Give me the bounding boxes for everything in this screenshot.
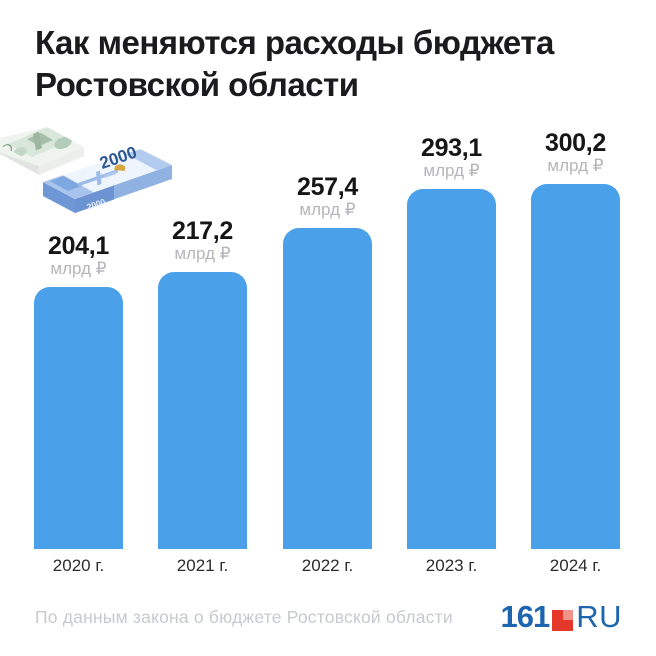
logo-161ru: 161 RU <box>500 599 622 634</box>
axis-label-2021: 2021 г. <box>176 556 229 575</box>
bar-value-label: 293,1 <box>420 134 483 162</box>
page-title-line2: Ростовской области <box>35 66 359 103</box>
axis-label-2020: 2020 г. <box>52 556 105 575</box>
bar-unit-label: млрд ₽ <box>174 244 231 263</box>
bar-column-2021: 217,2 млрд ₽ 2021 г. <box>158 130 247 576</box>
bar-unit-label: млрд ₽ <box>423 161 480 180</box>
bar-2021 <box>158 272 247 549</box>
bar-2023 <box>407 189 496 549</box>
logo-ru-text: RU <box>576 599 622 634</box>
bar-2024 <box>531 184 620 550</box>
source-note: По данным закона о бюджете Ростовской об… <box>35 607 453 627</box>
axis-label-2023: 2023 г. <box>425 556 478 575</box>
bar-value-label: 204,1 <box>47 232 110 260</box>
bar-unit-label: млрд ₽ <box>50 259 107 278</box>
green-banknote-icon <box>0 127 84 175</box>
bar-value-label: 300,2 <box>544 129 607 157</box>
axis-label-2024: 2024 г. <box>549 556 602 575</box>
bar-2020 <box>34 287 123 549</box>
bar-column-2020: 204,1 млрд ₽ 2020 г. <box>34 130 123 576</box>
bar-unit-label: млрд ₽ <box>547 156 604 175</box>
banknotes-illustration: 2000 2000 <box>0 127 172 213</box>
axis-label-2022: 2022 г. <box>301 556 354 575</box>
bar-unit-label: млрд ₽ <box>299 200 356 219</box>
bar-value-label: 257,4 <box>296 173 359 201</box>
page-title-line1: Как меняются расходы бюджета <box>35 24 554 61</box>
bar-column-2023: 293,1 млрд ₽ 2023 г. <box>407 130 496 576</box>
logo-161-text: 161 <box>500 599 550 634</box>
logo-red-square-icon <box>552 609 574 631</box>
bar-2022 <box>283 228 372 549</box>
bar-value-label: 217,2 <box>171 217 234 245</box>
page-title: Как меняются расходы бюджета Ростовской … <box>35 22 554 106</box>
bar-column-2024: 300,2 млрд ₽ 2024 г. <box>531 130 620 576</box>
bar-column-2022: 257,4 млрд ₽ 2022 г. <box>283 130 372 576</box>
blue-banknote-icon: 2000 2000 <box>43 143 172 213</box>
